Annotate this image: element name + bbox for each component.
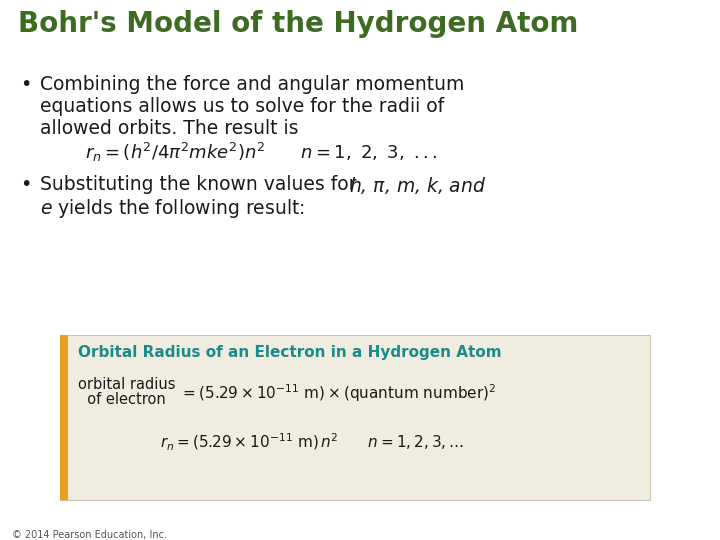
Text: Bohr's Model of the Hydrogen Atom: Bohr's Model of the Hydrogen Atom	[18, 10, 578, 38]
Bar	[60, 335, 68, 500]
Text: $e$ yields the following result:: $e$ yields the following result:	[40, 197, 305, 220]
Text: Orbital Radius of an Electron in a Hydrogen Atom: Orbital Radius of an Electron in a Hydro…	[78, 345, 502, 360]
Text: of electron: of electron	[78, 392, 166, 407]
Text: equations allows us to solve for the radii of: equations allows us to solve for the rad…	[40, 97, 444, 116]
Text: © 2014 Pearson Education, Inc.: © 2014 Pearson Education, Inc.	[12, 530, 167, 540]
Text: •: •	[20, 175, 32, 194]
Text: Combining the force and angular momentum: Combining the force and angular momentum	[40, 75, 464, 94]
Bar	[60, 335, 650, 500]
Text: orbital radius: orbital radius	[78, 377, 176, 392]
Text: Substituting the known values for: Substituting the known values for	[40, 175, 362, 194]
Text: $h$, $\pi$, $m$, $k$, and: $h$, $\pi$, $m$, $k$, and	[349, 175, 486, 196]
Text: $r_n = (5.29 \times 10^{-11}\ \mathrm{m})\,n^2$$\qquad n = 1, 2, 3, \ldots$: $r_n = (5.29 \times 10^{-11}\ \mathrm{m}…	[160, 432, 464, 453]
Text: $r_n = (h^2/4\pi^2mke^2)n^2$$\quad\quad n = 1,\ 2,\ 3,\ ...$: $r_n = (h^2/4\pi^2mke^2)n^2$$\quad\quad …	[85, 141, 438, 164]
Text: allowed orbits. The result is: allowed orbits. The result is	[40, 119, 299, 138]
Text: $= (5.29 \times 10^{-11}\ \mathrm{m}) \times (\mathrm{quantum\ number})^2$: $= (5.29 \times 10^{-11}\ \mathrm{m}) \t…	[180, 382, 496, 404]
Text: •: •	[20, 75, 32, 94]
